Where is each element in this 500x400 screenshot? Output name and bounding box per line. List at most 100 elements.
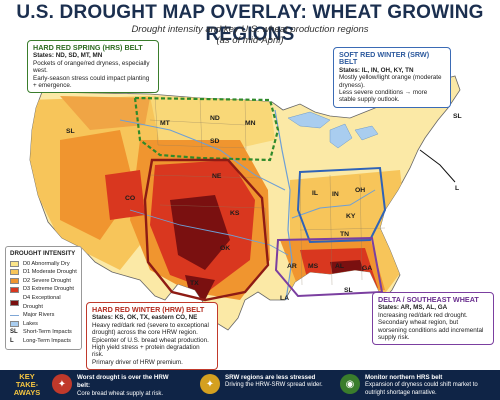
hrs-callout-states: States: ND, SD, MT, MN xyxy=(33,52,103,60)
state-boundaries xyxy=(149,95,386,286)
srw-callout-line-2: Less severe conditions → more stable sup… xyxy=(339,89,428,104)
d3-zone-colorado xyxy=(105,170,145,220)
hrw-callout-states: States: KS, OK, TX, eastern CO, NE xyxy=(92,314,198,322)
label-ok: OK xyxy=(220,245,230,252)
hrw-callout-line-1: Heavy red/dark red (severe to exceptiona… xyxy=(92,321,209,337)
takeaway-detail-3: Expansion of dryness could shift market … xyxy=(365,382,478,396)
wheat-icon: ✦ xyxy=(52,374,72,394)
legend-item-d3: D3 Extreme Drought xyxy=(10,285,77,294)
hrw-callout-line-2: Epicenter of U.S. bread wheat production… xyxy=(92,336,209,344)
label-mn: MN xyxy=(245,120,256,127)
lake-swatch-icon xyxy=(10,321,19,328)
legend-swatch-d4 xyxy=(10,299,19,306)
hrs-callout-title: HARD RED SPRING (HRS) BELT xyxy=(33,43,143,52)
legend-item-rivers: Major Rivers xyxy=(10,311,77,320)
legend-label-d2: D2 Severe Drought xyxy=(23,277,71,284)
legend-item-d2: D2 Severe Drought xyxy=(10,277,77,286)
hrw-callout-title: HARD RED WINTER (HRW) BELT xyxy=(92,305,205,314)
drought-legend: DROUGHT INTENSITY D0 Abnormally Dry D1 M… xyxy=(5,246,82,350)
hrw-callout: HARD RED WINTER (HRW) BELT States: KS, O… xyxy=(86,302,218,371)
takeaways-label: KEY TAKE-AWAYS xyxy=(13,372,41,397)
legend-label-d4: D4 Exceptional Drought xyxy=(23,294,61,310)
label-sl-ne: SL xyxy=(453,113,462,120)
hrs-callout-line-2: Early-season stress could impact plantin… xyxy=(33,74,150,90)
delta-callout-states: States: AR, MS, AL, GA xyxy=(378,304,448,312)
label-al: AL xyxy=(335,263,344,270)
legend-abbr-sl: SL xyxy=(10,329,18,336)
label-sl-gulf: SL xyxy=(344,287,353,294)
takeaway-item-3: ◉ Monitor northern HRS belt Expansion of … xyxy=(340,374,493,397)
missouri-river xyxy=(119,119,286,191)
takeaway-detail-2: Driving the HRW-SRW spread wider. xyxy=(225,382,323,389)
monitor-icon: ◉ xyxy=(340,374,360,394)
page-title: U.S. DROUGHT MAP OVERLAY: WHEAT GROWING … xyxy=(16,2,484,45)
subtitle-line-1: Drought intensity and key U.S. wheat pro… xyxy=(131,24,369,35)
srw-callout-line-1: Mostly yellow/light orange (moderate dry… xyxy=(339,74,442,89)
subtitle-line-2: (as of mid-April) xyxy=(216,35,284,46)
arkansas-river xyxy=(129,209,289,256)
delta-belt-border xyxy=(274,236,384,298)
delta-callout-line-1: Increasing red/dark red drought. xyxy=(378,311,468,319)
srw-belt-border xyxy=(296,166,387,244)
legend-label-d0: D0 Abnormally Dry xyxy=(23,260,70,267)
legend-item-d4: D4 Exceptional Drought xyxy=(10,294,77,311)
legend-item-l: L Long-Term Impacts xyxy=(10,337,77,346)
legend-swatch-d0 xyxy=(10,260,19,267)
label-il: IL xyxy=(312,190,318,197)
d4-zone-hrw xyxy=(170,195,230,270)
label-oh: OH xyxy=(355,187,365,194)
legend-item-sl: SL Short-Term Impacts xyxy=(10,328,77,337)
legend-swatch-d2 xyxy=(10,278,19,285)
takeaway-bold-1: Worst drought is over the HRW belt: xyxy=(77,374,169,390)
label-ne: NE xyxy=(212,173,222,180)
delta-callout: DELTA / SOUTHEAST WHEAT States: AR, MS, … xyxy=(372,292,494,346)
label-sl-west: SL xyxy=(66,128,75,135)
hrw-callout-line-3: High yield stress + protein degradation … xyxy=(92,344,200,359)
takeaway-bold-3: Monitor northern HRS belt xyxy=(365,374,443,381)
page-subtitle: Drought intensity and key U.S. wheat pro… xyxy=(0,24,500,46)
srw-callout: SOFT RED WINTER (SRW) BELT States: IL, I… xyxy=(333,47,451,108)
mississippi-river xyxy=(274,109,293,301)
legend-title: DROUGHT INTENSITY xyxy=(10,250,76,257)
legend-label-d3: D3 Extreme Drought xyxy=(23,286,74,293)
legend-label-l: Long-Term Impacts xyxy=(23,337,71,344)
label-co: CO xyxy=(125,195,135,202)
label-tn: TN xyxy=(340,231,349,238)
legend-swatch-d3 xyxy=(10,286,19,293)
takeaway-detail-1: Core bread wheat supply at risk. xyxy=(77,390,164,397)
label-ky: KY xyxy=(346,213,356,220)
label-in: IN xyxy=(332,191,339,198)
takeaway-bold-2: SRW regions are less stressed xyxy=(225,374,316,381)
delta-callout-title: DELTA / SOUTHEAST WHEAT xyxy=(378,295,479,304)
srw-callout-title: SOFT RED WINTER (SRW) BELT xyxy=(339,50,430,67)
legend-label-sl: Short-Term Impacts xyxy=(23,329,72,336)
takeaway-item-2: ✦ SRW regions are less stressed Driving t… xyxy=(200,374,325,394)
great-lakes xyxy=(287,111,379,149)
label-l-east: L xyxy=(455,185,459,192)
srw-callout-states: States: IL, IN, OH, KY, TN xyxy=(339,66,414,74)
legend-label-rivers: Major Rivers xyxy=(23,312,55,319)
hrw-callout-line-4: Primary driver of HRW premium. xyxy=(92,358,183,366)
label-sd: SD xyxy=(210,138,220,145)
wheat-icon: ✦ xyxy=(200,374,220,394)
legend-item-lakes: Lakes xyxy=(10,320,77,329)
label-nd: ND xyxy=(210,115,220,122)
hrw-belt-border xyxy=(143,158,270,302)
hrs-callout-line-1: Pockets of orange/red dryness, especiall… xyxy=(33,59,150,75)
label-ar: AR xyxy=(287,263,297,270)
label-la: LA xyxy=(280,295,289,302)
hrs-belt-border xyxy=(133,96,280,162)
delta-callout-line-2: Secondary wheat region, but worsening co… xyxy=(378,319,484,342)
label-ga: GA xyxy=(362,265,372,272)
label-tx: TX xyxy=(190,280,199,287)
legend-label-lakes: Lakes xyxy=(23,320,38,327)
legend-item-d0: D0 Abnormally Dry xyxy=(10,260,77,269)
label-ms: MS xyxy=(308,263,319,270)
legend-item-d1: D1 Moderate Drought xyxy=(10,268,77,277)
legend-label-d1: D1 Moderate Drought xyxy=(23,269,77,276)
takeaway-text-3: Monitor northern HRS belt Expansion of dr… xyxy=(365,374,493,397)
river-line-icon xyxy=(10,314,19,316)
takeaway-text-2: SRW regions are less stressed Driving the… xyxy=(225,374,325,390)
hrs-callout: HARD RED SPRING (HRS) BELT States: ND, S… xyxy=(27,40,159,94)
